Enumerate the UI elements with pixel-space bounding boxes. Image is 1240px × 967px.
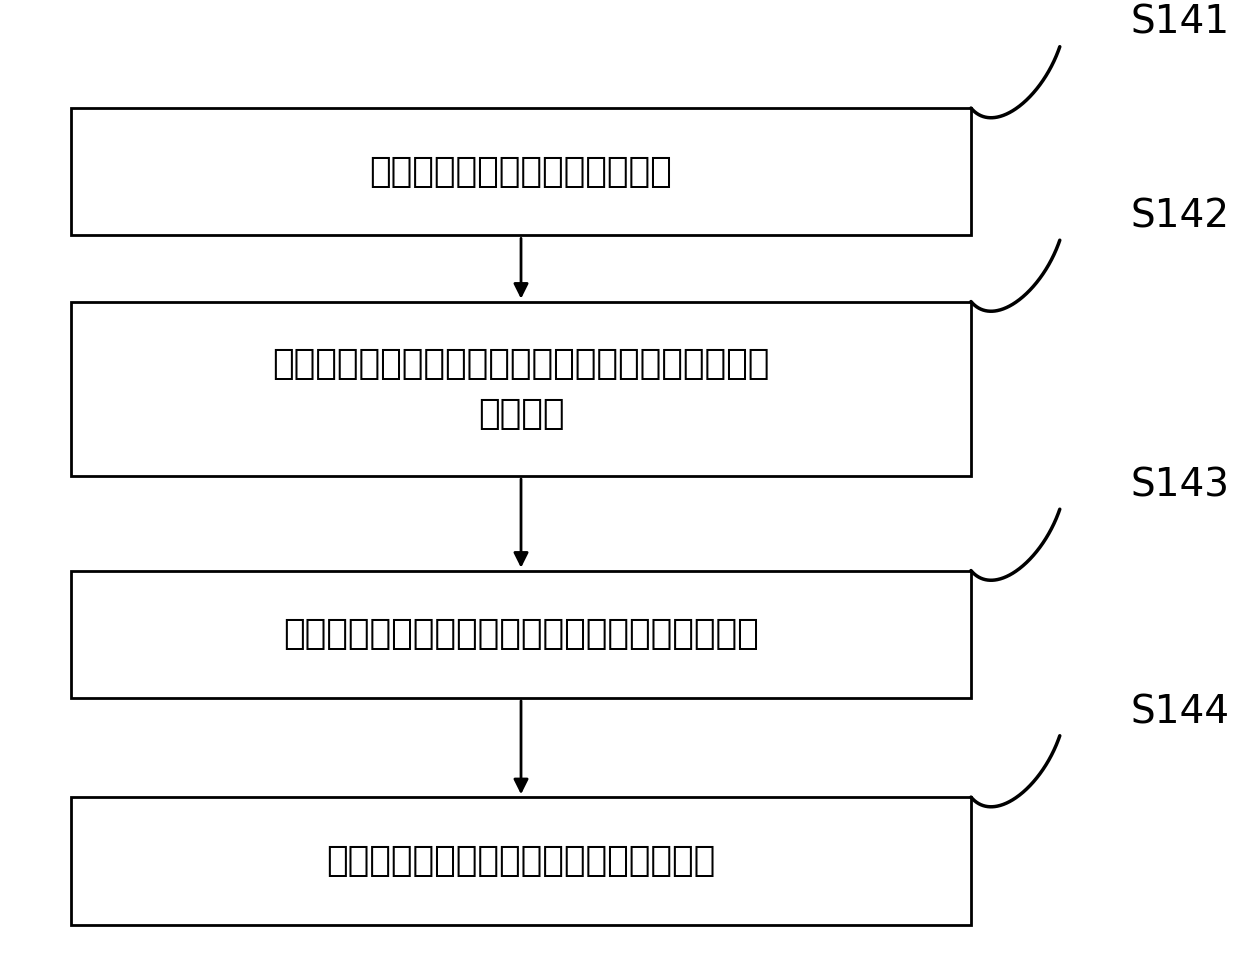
Text: S144: S144 xyxy=(1131,693,1230,731)
Bar xyxy=(71,108,971,236)
Text: S142: S142 xyxy=(1131,197,1230,236)
Bar xyxy=(71,797,971,924)
Bar xyxy=(71,302,971,476)
Text: S143: S143 xyxy=(1131,466,1230,505)
Text: S141: S141 xyxy=(1131,4,1230,42)
Bar xyxy=(71,571,971,698)
Text: 根据神经网络控制模型的输出得到空调器控制参数: 根据神经网络控制模型的输出得到空调器控制参数 xyxy=(283,617,759,652)
Text: 控制空调器按照得到的空调控制参数运行: 控制空调器按照得到的空调控制参数运行 xyxy=(326,844,715,878)
Text: 将空调器当前的环境参数信息输入训练后的神经网络
控制模型: 将空调器当前的环境参数信息输入训练后的神经网络 控制模型 xyxy=(273,347,770,431)
Text: 获取空调器当前的环境参数信息: 获取空调器当前的环境参数信息 xyxy=(370,155,672,189)
